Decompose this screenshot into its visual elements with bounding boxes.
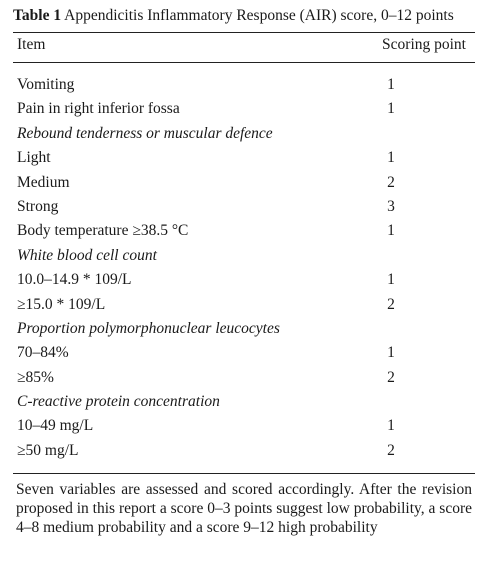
table-row: Pain in right inferior fossa 1	[17, 97, 472, 121]
row-item: White blood cell count	[17, 247, 157, 264]
row-item: ≥85%	[17, 369, 54, 386]
table-caption: Table 1 Appendicitis Inflammatory Respon…	[13, 6, 473, 25]
table-row: ≥85% 2	[17, 366, 472, 390]
table-label: Table 1	[13, 7, 61, 24]
row-scoring-point: 2	[384, 293, 398, 317]
row-item: ≥50 mg/L	[17, 442, 78, 459]
row-scoring-point: 2	[384, 366, 398, 390]
section-heading-row: Rebound tenderness or muscular defence	[17, 122, 472, 146]
row-item: ≥15.0 * 109/L	[17, 296, 105, 313]
table-row: Body temperature ≥38.5 °C 1	[17, 219, 472, 243]
header-rule	[13, 62, 475, 63]
row-item: Vomiting	[17, 76, 74, 93]
row-item: Strong	[17, 198, 58, 215]
row-scoring-point: 2	[384, 439, 398, 463]
table-row: ≥15.0 * 109/L 2	[17, 293, 472, 317]
row-scoring-point: 2	[384, 171, 398, 195]
row-scoring-point: 1	[384, 146, 398, 170]
row-scoring-point: 3	[384, 195, 398, 219]
section-heading-row: Proportion polymorphonuclear leucocytes	[17, 317, 472, 341]
row-scoring-point: 1	[384, 268, 398, 292]
row-scoring-point: 1	[384, 219, 398, 243]
section-heading-row: White blood cell count	[17, 244, 472, 268]
row-item: Rebound tenderness or muscular defence	[17, 125, 273, 142]
row-item: Proportion polymorphonuclear leucocytes	[17, 320, 280, 337]
row-item: Medium	[17, 174, 70, 191]
table-row: Light 1	[17, 146, 472, 170]
row-item: Light	[17, 149, 51, 166]
section-heading-row: C-reactive protein concentration	[17, 390, 472, 414]
row-item: Body temperature ≥38.5 °C	[17, 222, 188, 239]
column-header-item: Item	[17, 33, 45, 57]
table-body: Vomiting 1 Pain in right inferior fossa 1 Re…	[10, 73, 472, 463]
row-item: 70–84%	[17, 344, 69, 361]
row-item: Pain in right inferior fossa	[17, 100, 180, 117]
row-item: C-reactive protein concentration	[17, 393, 220, 410]
table-row: 10–49 mg/L 1	[17, 414, 472, 438]
row-scoring-point: 1	[384, 97, 398, 121]
bottom-rule	[13, 473, 475, 474]
table-title: Appendicitis Inflammatory Response (AIR)…	[64, 7, 454, 24]
table-row: ≥50 mg/L 2	[17, 439, 472, 463]
row-item: 10.0–14.9 * 109/L	[17, 271, 132, 288]
table-row: 70–84% 1	[17, 341, 472, 365]
row-item: 10–49 mg/L	[17, 417, 93, 434]
row-scoring-point: 1	[384, 414, 398, 438]
table-header: Item Scoring point	[10, 33, 472, 57]
table-footnote: Seven variables are assessed and scored …	[16, 480, 472, 537]
table-row: 10.0–14.9 * 109/L 1	[17, 268, 472, 292]
table-row: Medium 2	[17, 171, 472, 195]
column-header-scoring-point: Scoring point	[382, 33, 466, 57]
table-row: Vomiting 1	[17, 73, 472, 97]
row-scoring-point: 1	[384, 73, 398, 97]
row-scoring-point: 1	[384, 341, 398, 365]
table-row: Strong 3	[17, 195, 472, 219]
